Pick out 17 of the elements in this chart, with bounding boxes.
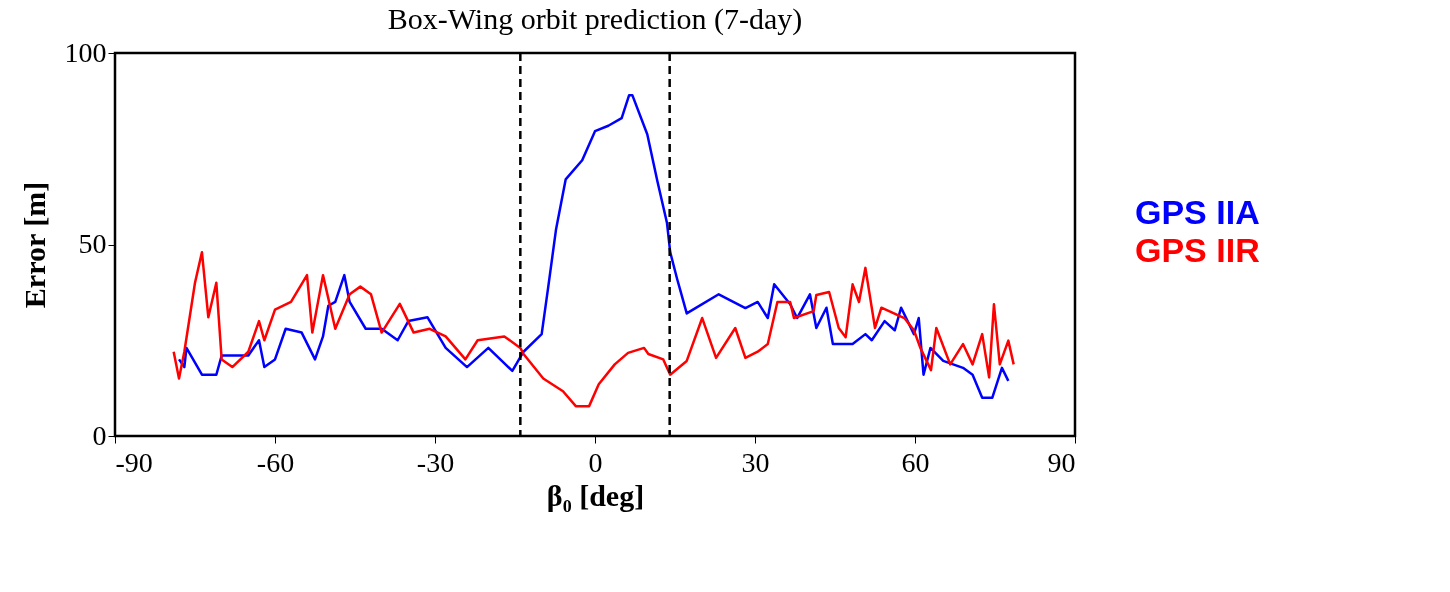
x-axis-title: β₀ [deg] bbox=[546, 478, 645, 512]
y-axis-title: Error [m] bbox=[17, 181, 51, 309]
text: GPS IIA bbox=[1135, 192, 1260, 231]
y-tick-label: 100 bbox=[64, 36, 107, 68]
x-tick-label: -30 bbox=[416, 446, 455, 478]
y-tick-label: 0 bbox=[92, 419, 107, 451]
line-series bbox=[177, 93, 1010, 399]
x-tick-label: 60 bbox=[901, 446, 930, 478]
y-tick-label: 50 bbox=[78, 228, 107, 259]
chart-title: Box-Wing orbit prediction (7-day) bbox=[387, 2, 803, 36]
x-tick-label: -60 bbox=[256, 446, 295, 478]
x-tick-label: 30 bbox=[741, 446, 770, 478]
line-series bbox=[172, 250, 1015, 408]
x-tick-label: -90 bbox=[115, 446, 153, 478]
x-tick-label: 90 bbox=[1047, 446, 1076, 478]
text: GPS IIR bbox=[1135, 230, 1260, 269]
x-tick-label: 0 bbox=[588, 446, 603, 478]
